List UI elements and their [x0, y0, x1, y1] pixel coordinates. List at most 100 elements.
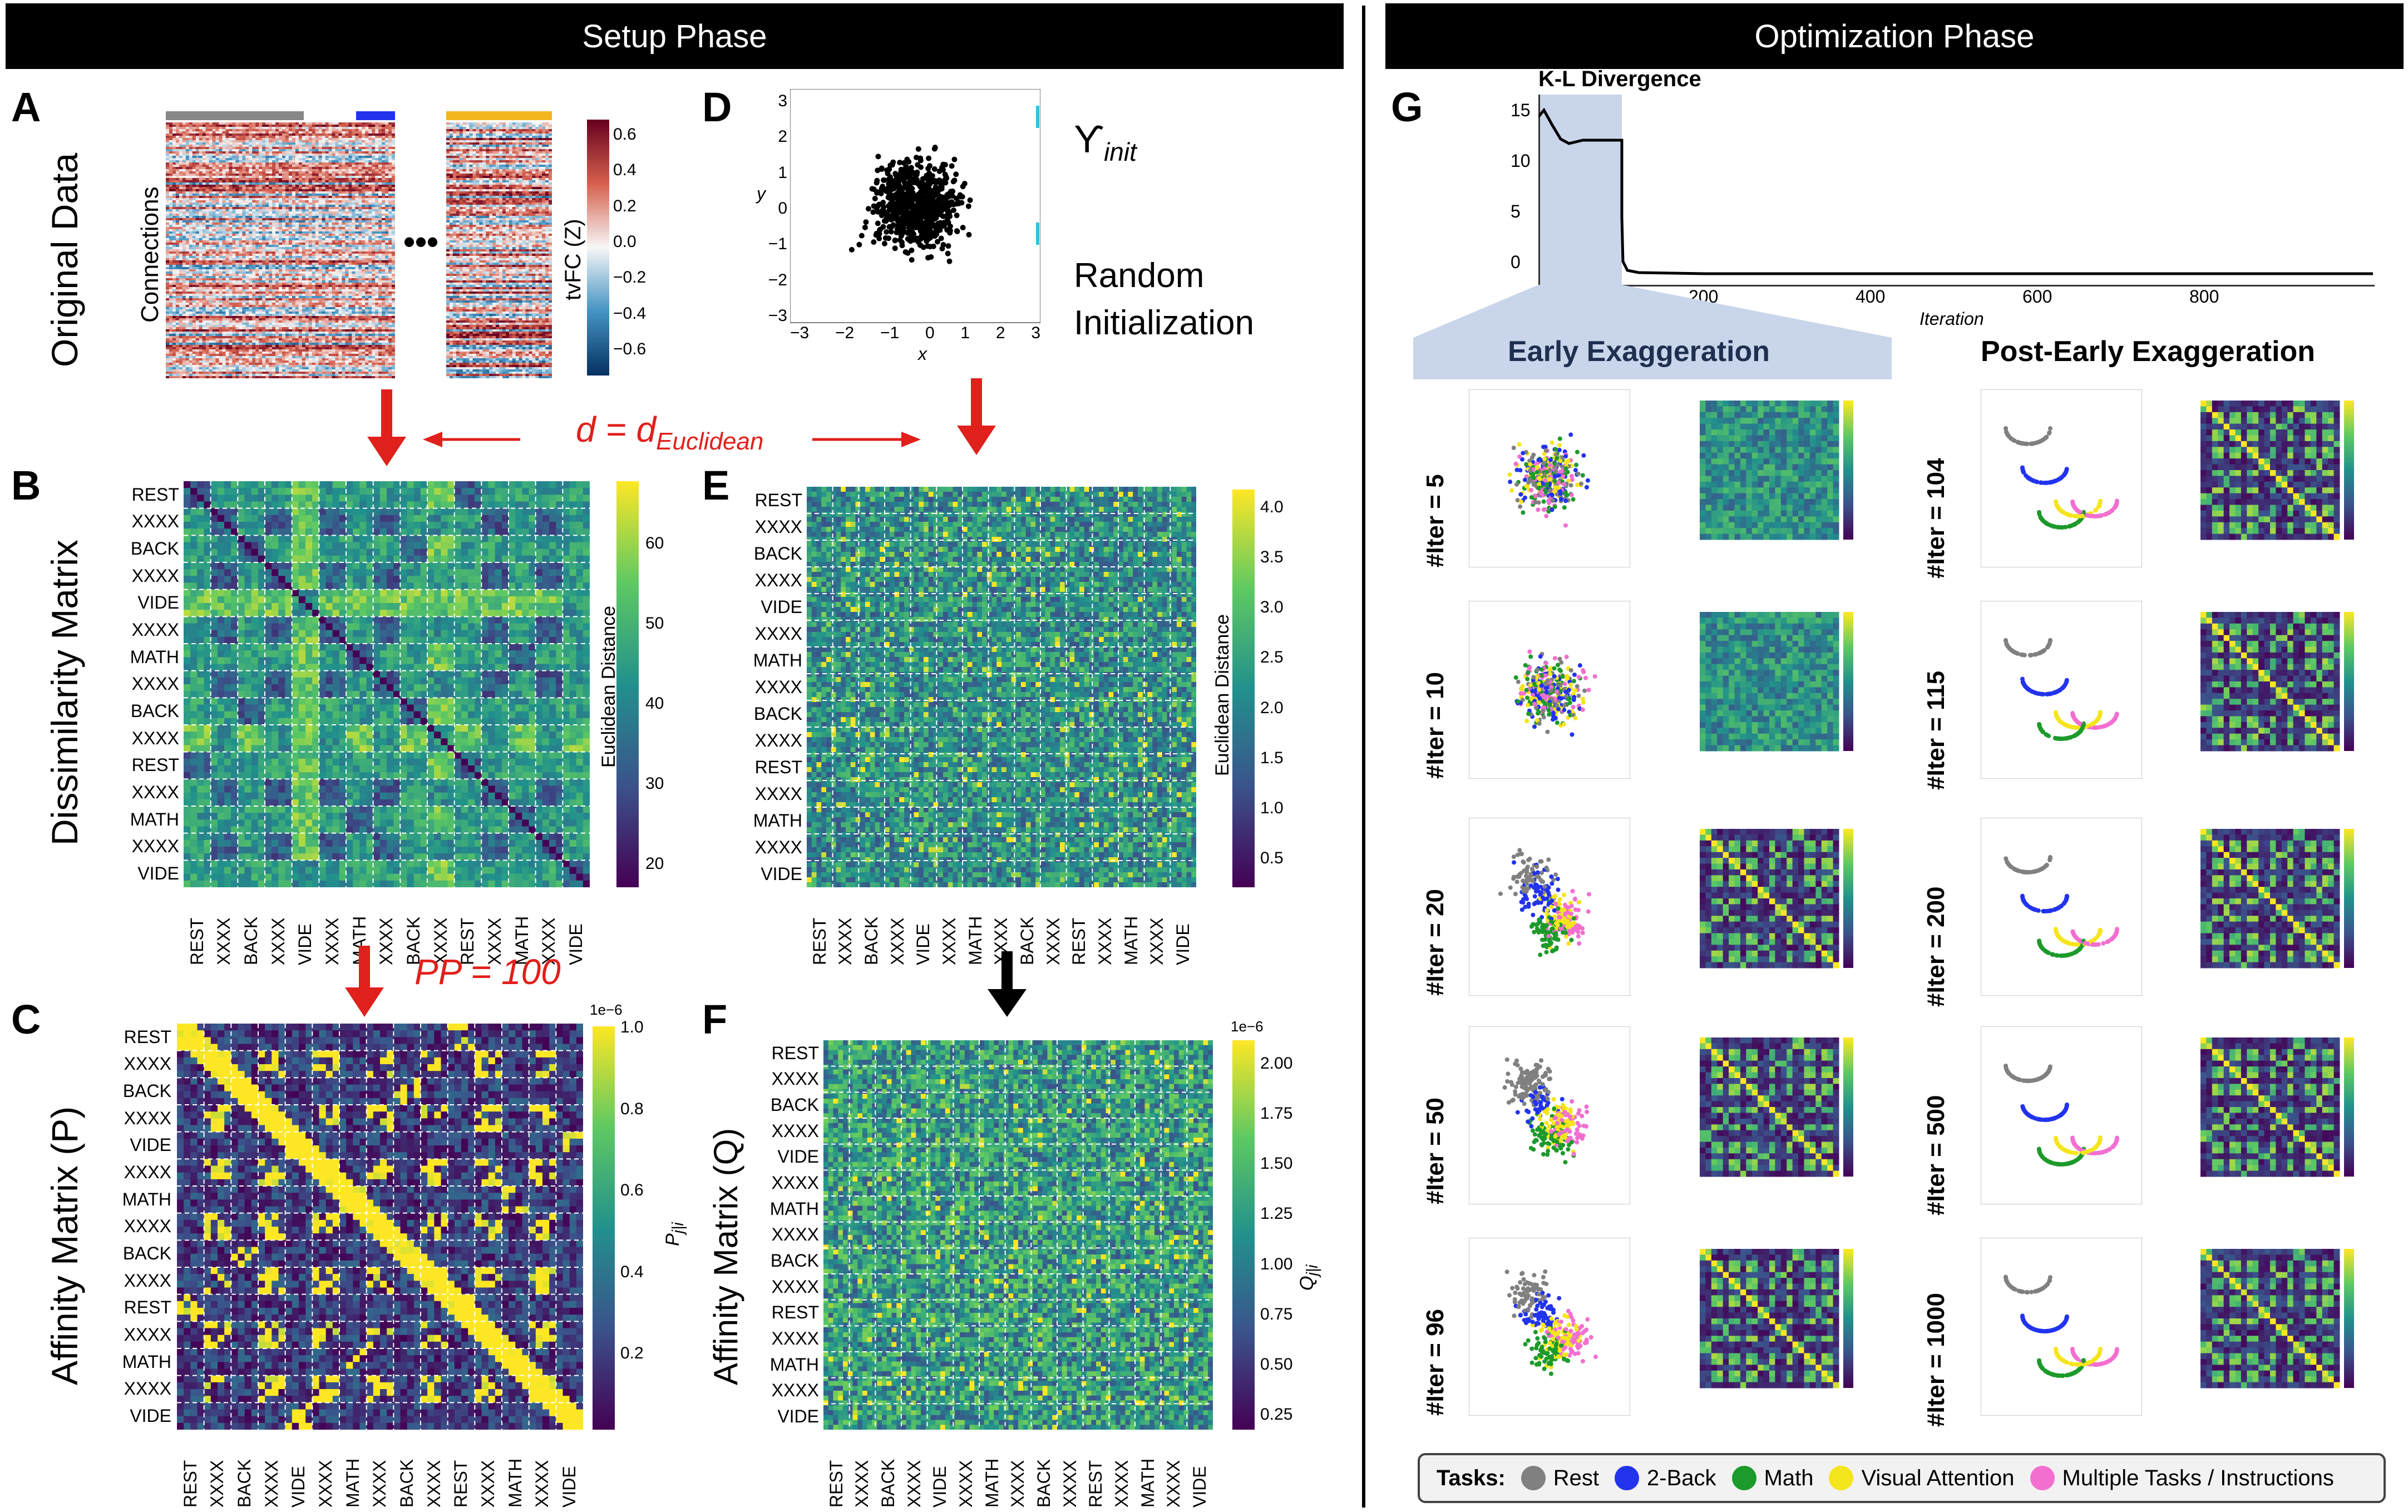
panel-letter-c: C [11, 996, 41, 1043]
matrix-label: REST [451, 1435, 471, 1508]
matrix-label: XXXX [132, 620, 179, 640]
matrix-label: VIDE [777, 1406, 819, 1427]
affinity-heatmap-q [823, 1040, 1213, 1430]
legend-visual-dot [1829, 1466, 1854, 1490]
scatter-d-ylabel: y [757, 184, 766, 204]
matrix-label: XXXX [1163, 1435, 1184, 1508]
matrix-label: XXXX [755, 730, 802, 751]
matrix-label: XXXX [207, 1435, 228, 1508]
matrix-label: REST [772, 1302, 819, 1323]
matrix-label: XXXX [1043, 893, 1064, 965]
tvfc-heatmap-left [166, 122, 395, 378]
iteration-matrix [1700, 1249, 1853, 1389]
legend-visual-label: Visual Attention [1861, 1466, 2014, 1491]
legend-rest-label: Rest [1553, 1466, 1599, 1491]
matrix-label: REST [810, 893, 830, 965]
matrix-label: XXXX [1095, 893, 1116, 965]
optimization-phase-title: Optimization Phase [1755, 18, 2035, 55]
panel-letter-a: A [11, 83, 41, 131]
task-bar-vide [446, 111, 552, 120]
matrix-label: MATH [343, 1435, 363, 1508]
iteration-matrix [2200, 829, 2354, 969]
matrix-label: XXXX [755, 517, 802, 537]
matrix-label: XXXX [772, 1121, 819, 1142]
matrix-label: XXXX [772, 1277, 819, 1297]
kl-divergence-title: K-L Divergence [1538, 67, 1701, 92]
iteration-scatter [1469, 1238, 1630, 1416]
matrix-label: VIDE [295, 893, 315, 965]
matrix-label: BACK [754, 543, 802, 564]
matrix-label: REST [755, 490, 802, 511]
matrix-label: MATH [753, 650, 802, 671]
affinity-p-row-labels: REST XXXX BACK XXXX VIDE XXXX MATH XXXX BACK XXXX… [109, 1024, 171, 1430]
legend-math-label: Math [1764, 1466, 1814, 1491]
setup-phase-header: Setup Phase [6, 3, 1344, 69]
matrix-label: XXXX [132, 728, 179, 749]
matrix-label: XXXX [1008, 1435, 1028, 1508]
post-early-exaggeration-title: Post-Early Exaggeration [1981, 335, 2315, 368]
task-bar-rest [166, 111, 304, 120]
matrix-label: XXXX [132, 674, 179, 694]
affinity-q-colorbar-title: Qj|i [1296, 1265, 1322, 1291]
matrix-label: REST [132, 485, 179, 505]
legend-multiple-dot [2030, 1466, 2055, 1490]
affinity-q-colorbar-exponent: 1e−6 [1231, 1018, 1264, 1035]
matrix-label: XXXX [124, 1054, 171, 1074]
affinity-q-col-labels: REST XXXX BACK XXXX VIDE XXXX MATH XXXX BACK XXXX… [823, 1435, 1213, 1508]
kl-xtick-400: 400 [1856, 286, 1885, 307]
matrix-label: XXXX [132, 566, 179, 586]
affinity-q-row-labels: REST XXXX BACK XXXX VIDE XXXX MATH XXXX BACK XXXX… [757, 1040, 819, 1430]
matrix-label: MATH [770, 1355, 819, 1375]
matrix-label: BACK [878, 1435, 899, 1508]
iteration-scatter [1981, 818, 2142, 996]
legend-2back-label: 2-Back [1647, 1466, 1716, 1491]
dissimilarity-heatmap-e [807, 487, 1196, 887]
affinity-p-colorbar-ticks: 1.0 0.8 0.6 0.4 0.2 [620, 1018, 644, 1363]
matrix-label: MATH [122, 1189, 171, 1210]
scatter-d-xticks: −3 −2 −1 0 1 2 3 [790, 324, 1040, 343]
early-iteration-label: #Iter = 5 [1422, 474, 1449, 567]
post-iteration-label: #Iter = 115 [1922, 671, 1950, 790]
dissimilarity-colorbar [616, 481, 639, 887]
matrix-label: REST [755, 757, 802, 778]
matrix-label: XXXX [124, 1325, 171, 1345]
matrix-label: VIDE [130, 1406, 171, 1426]
matrix-label: XXXX [755, 784, 802, 804]
kl-xlabel: Iteration [1920, 309, 1984, 329]
matrix-label: XXXX [772, 1224, 819, 1245]
embedding-distance-colorbar-title: Euclidean Distance [1212, 614, 1233, 776]
matrix-label: XXXX [852, 1435, 872, 1508]
matrix-label: MATH [770, 1199, 819, 1219]
iteration-scatter [1469, 601, 1630, 779]
matrix-label: MATH [505, 1435, 526, 1508]
matrix-label: REST [180, 1435, 201, 1508]
post-iteration-label: #Iter = 200 [1922, 887, 1950, 1007]
matrix-label: BACK [861, 893, 882, 965]
matrix-label: XXXX [315, 1435, 336, 1508]
kl-yticks: 15 10 5 0 [1511, 100, 1531, 273]
affinity-heatmap-p [177, 1024, 583, 1430]
tvfc-colorbar-ticks: 0.6 0.4 0.2 0.0 −0.2 −0.4 −0.6 [613, 125, 646, 359]
task-legend: Tasks: Rest 2-Back Math Visual Attention… [1418, 1453, 2386, 1503]
matrix-label: XXXX [772, 1380, 819, 1401]
matrix-label: VIDE [930, 1435, 950, 1508]
matrix-label: REST [1069, 893, 1089, 965]
gamma-init-label: ϒinit [1074, 117, 1137, 167]
panel-letter-d: D [702, 83, 732, 131]
matrix-label: XXXX [1112, 1435, 1132, 1508]
legend-multiple-label: Multiple Tasks / Instructions [2062, 1466, 2334, 1491]
matrix-label: REST [1085, 1435, 1106, 1508]
matrix-label: XXXX [214, 893, 234, 965]
matrix-label: BACK [131, 701, 179, 722]
affinity-p-colorbar-title: Pj|i [662, 1222, 688, 1246]
matrix-label: XXXX [755, 837, 802, 858]
setup-phase-title: Setup Phase [582, 18, 767, 55]
arrow-d-left [423, 432, 520, 447]
optimization-phase-header: Optimization Phase [1385, 3, 2404, 69]
dissimilarity-heatmap-b [184, 481, 590, 887]
affinity-q-label: Affinity Matrix (Q) [707, 1128, 745, 1385]
matrix-label: BACK [754, 704, 802, 724]
matrix-label: XXXX [1060, 1435, 1080, 1508]
scatter-d-xlabel: x [918, 344, 927, 364]
early-iteration-label: #Iter = 50 [1422, 1098, 1449, 1204]
